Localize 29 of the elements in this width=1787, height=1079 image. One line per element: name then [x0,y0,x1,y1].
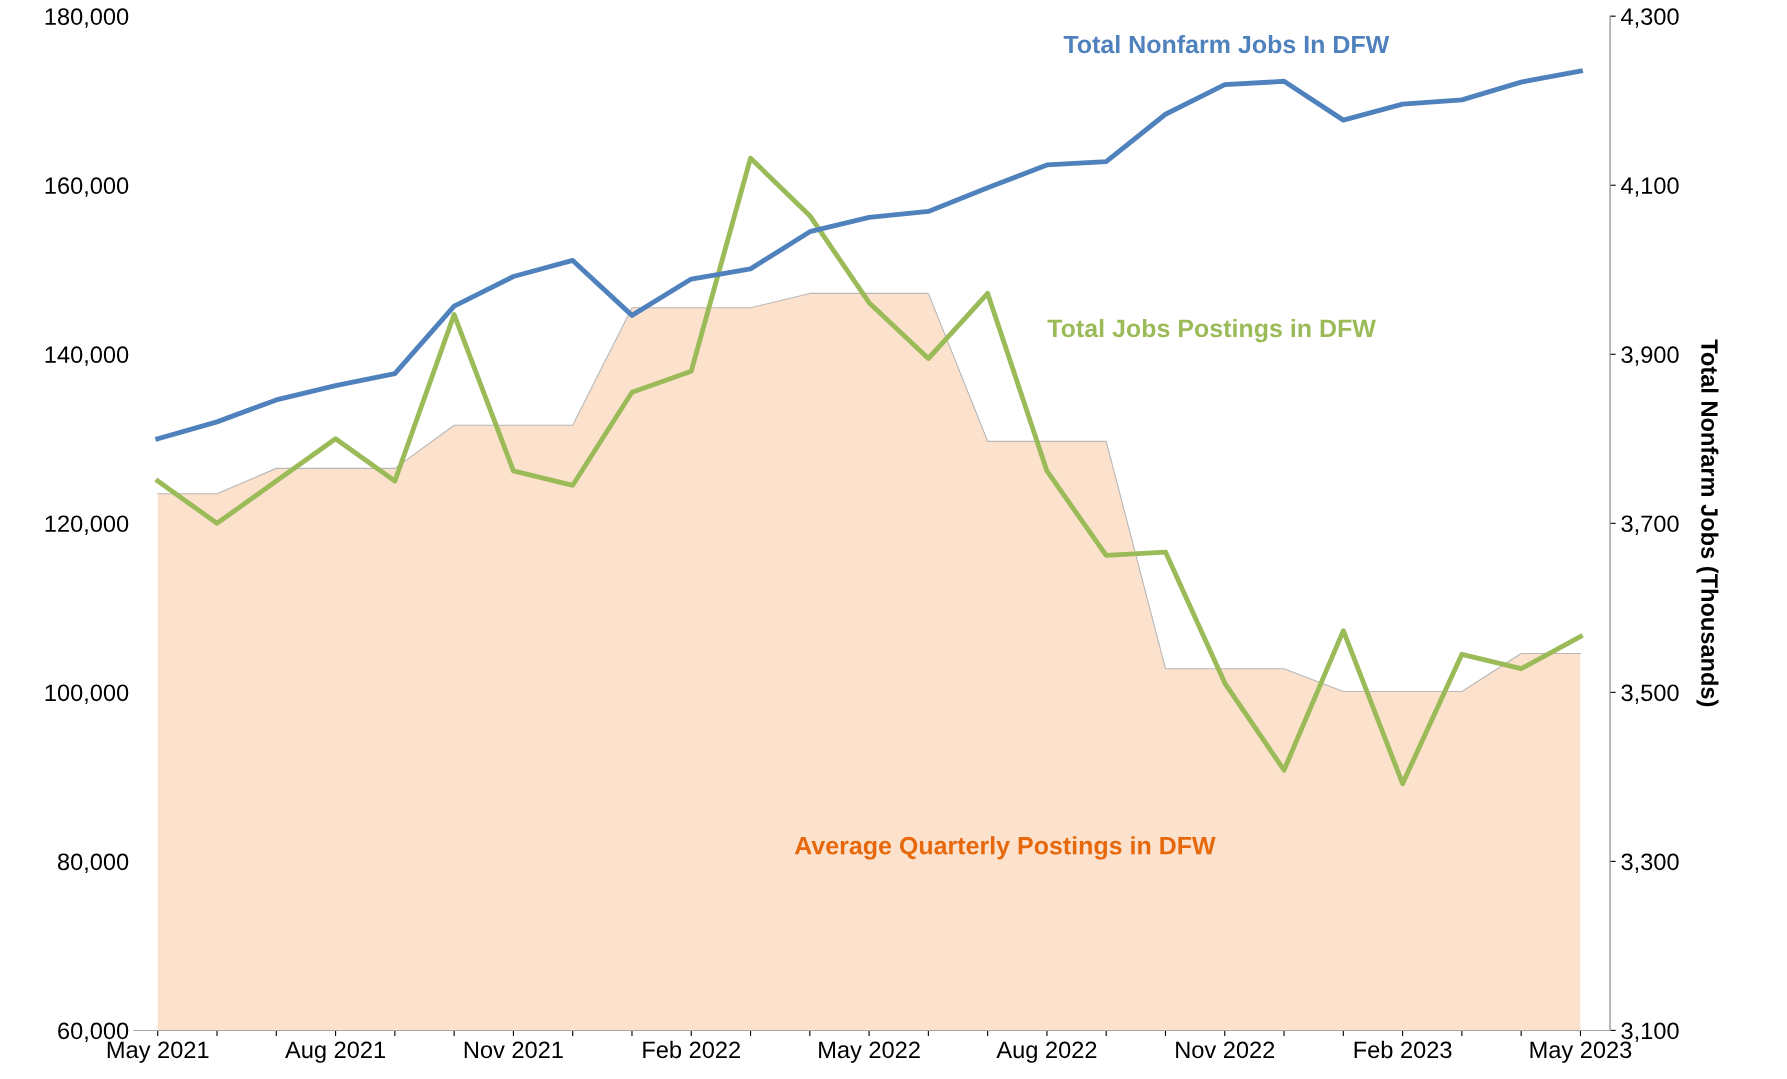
x-tick-label: Aug 2022 [996,1041,1097,1063]
x-tick-label: Nov 2021 [464,1041,563,1059]
y2-tick-label: 3,700 [1621,515,1679,535]
series-label: Total Jobs Postings in DFW [1047,318,1376,343]
x-tick-label: Nov 2022 [1176,1041,1275,1059]
y-tick-label: 180,000 [45,8,129,28]
x-tick-label: Feb 2023 [1354,1040,1452,1059]
x-tick-label: Feb 2022 [643,1040,740,1059]
y2-tick-label: 4,100 [1621,177,1679,197]
y-tick-label: 80,000 [57,853,129,873]
x-tick-label: May 2022 [819,1041,920,1063]
y-tick-label: 120,000 [45,515,129,535]
x-tick-label: May 2023 [1530,1041,1632,1063]
y2-tick-label: 3,500 [1621,684,1679,704]
y-tick-label: 60,000 [58,1022,129,1043]
y-tick-label: 160,000 [45,177,129,197]
y2-tick-label: 3,300 [1621,853,1679,873]
x-tick-label: Aug 2021 [285,1041,385,1063]
series-label: Total Nonfarm Jobs In DFW [1063,34,1390,54]
y-tick-label: 140,000 [45,346,129,366]
series-label: Average Quarterly Postings in DFW [794,836,1216,860]
y2-tick-label: 3,100 [1621,1022,1679,1043]
y2-axis-title: Total Nonfarm Jobs (Thousands) [1696,339,1719,707]
line-series [155,155,1583,787]
y-tick-label: 100,000 [45,684,129,704]
line-series [155,68,1583,442]
x-tick-label: May 2021 [107,1041,209,1063]
y2-tick-label: 3,900 [1621,346,1679,366]
y2-tick-label: 4,300 [1621,8,1679,28]
